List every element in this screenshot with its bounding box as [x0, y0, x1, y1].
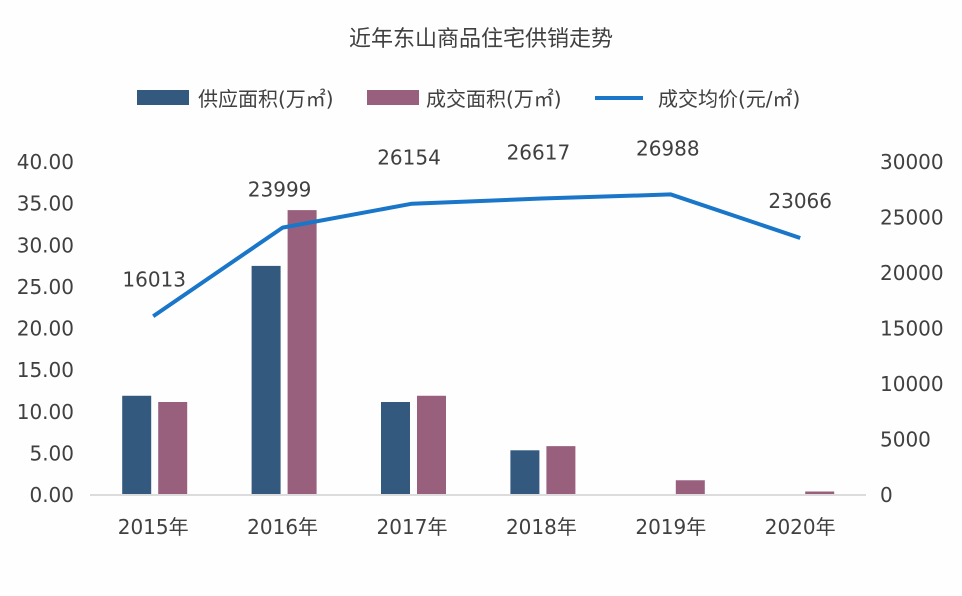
price-data-label: 26988	[636, 136, 700, 160]
right-tick-label: 20000	[880, 261, 944, 285]
legend-label-0: 供应面积(万㎡)	[198, 87, 334, 111]
left-tick-label: 25.00	[17, 275, 74, 299]
bar-supply	[381, 402, 410, 494]
bar-sales	[287, 210, 317, 494]
x-tick-label: 2020年	[765, 515, 836, 539]
price-data-label: 23999	[248, 178, 312, 202]
x-tick-label: 2017年	[377, 515, 448, 539]
left-tick-label: 40.00	[17, 150, 74, 174]
bar-sales	[417, 395, 446, 494]
right-tick-label: 10000	[880, 372, 944, 396]
left-tick-label: 15.00	[17, 358, 74, 382]
x-tick-label: 2018年	[506, 515, 577, 539]
legend-label-1: 成交面积(万㎡)	[426, 87, 562, 111]
price-data-label: 23066	[768, 189, 832, 213]
right-tick-label: 30000	[880, 150, 944, 174]
left-tick-label: 0.00	[29, 483, 74, 507]
x-tick-label: 2019年	[635, 515, 706, 539]
price-data-label: 26154	[377, 146, 441, 170]
legend-swatch-1	[367, 90, 419, 105]
legend-label-2: 成交均价(元/㎡)	[658, 87, 800, 111]
price-data-label: 26617	[507, 141, 571, 165]
left-tick-label: 30.00	[17, 233, 74, 257]
left-tick-label: 10.00	[17, 400, 74, 424]
legend-swatch-0	[137, 90, 189, 105]
right-tick-label: 5000	[880, 428, 931, 452]
chart-title: 近年东山商品住宅供销走势	[349, 27, 613, 52]
bar-sales	[546, 446, 576, 494]
left-tick-label: 5.00	[29, 441, 74, 465]
left-tick-label: 35.00	[17, 192, 74, 216]
price-line	[152, 192, 801, 318]
left-tick-label: 20.00	[17, 317, 74, 341]
x-tick-label: 2016年	[247, 515, 318, 539]
right-tick-label: 0	[880, 483, 893, 507]
bar-sales	[675, 480, 705, 494]
right-tick-label: 15000	[880, 317, 944, 341]
bar-supply	[122, 395, 152, 494]
bar-supply	[510, 450, 540, 494]
right-tick-label: 25000	[880, 206, 944, 230]
bar-sales	[805, 491, 835, 494]
x-tick-label: 2015年	[118, 515, 189, 539]
bar-supply	[251, 265, 281, 494]
price-data-label: 16013	[122, 267, 186, 291]
bar-sales	[158, 402, 188, 494]
